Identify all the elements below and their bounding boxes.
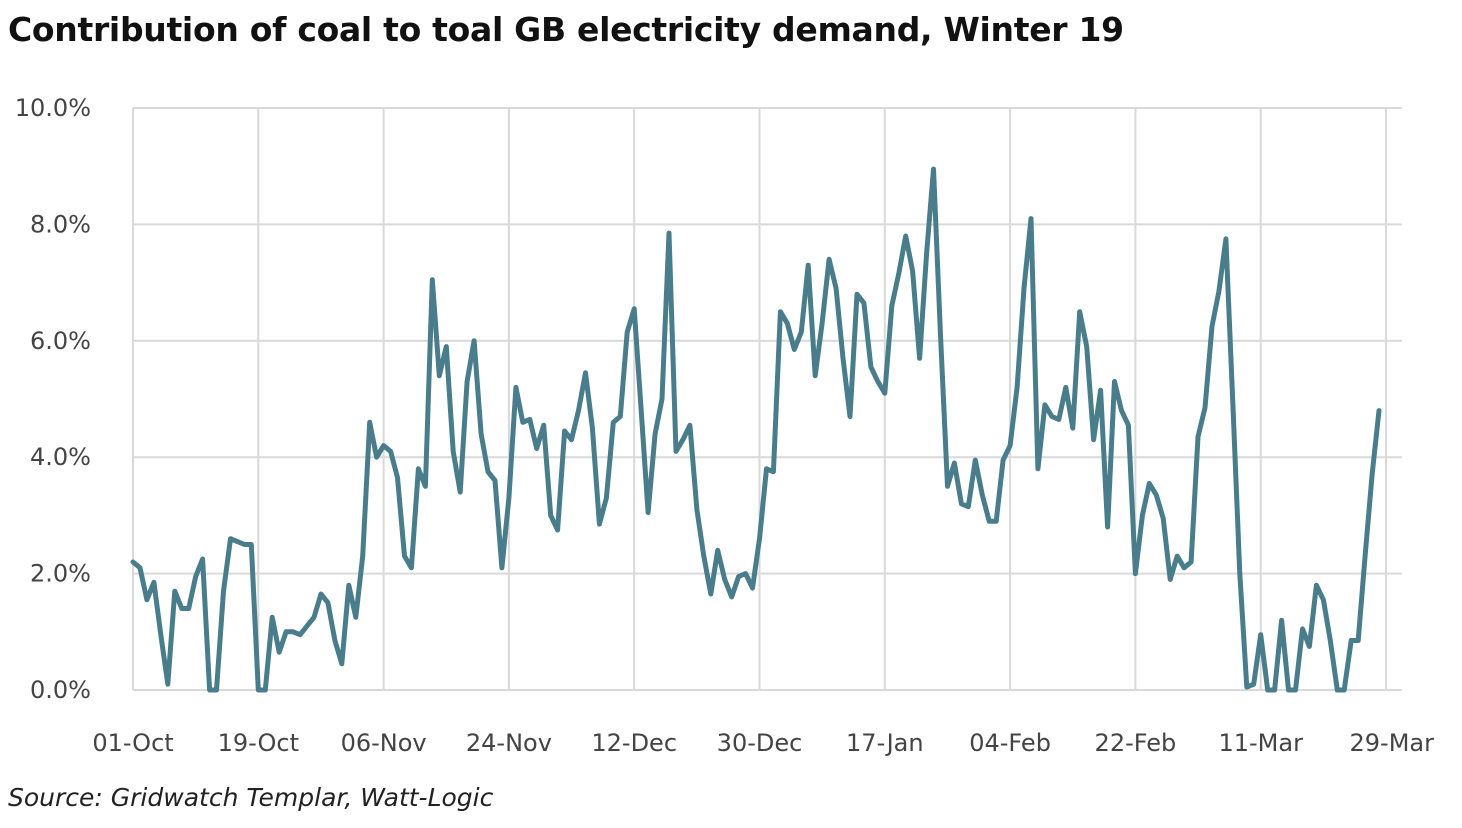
y-tick-label: 0.0% <box>30 676 91 704</box>
x-tick-label: 17-Jan <box>846 729 924 757</box>
x-tick-label: 22-Feb <box>1095 729 1177 757</box>
x-axis-tick-labels: 01-Oct 19-Oct 06-Nov 24-Nov 12-Dec 30-Dec 17-J… <box>92 729 1434 757</box>
x-tick-label: 29-Mar <box>1350 729 1435 757</box>
x-tick-label: 11-Mar <box>1218 729 1303 757</box>
y-axis-tick-labels: 0.0% 2.0% 4.0% 6.0% 8.0% 10.0% <box>15 94 91 704</box>
y-tick-label: 6.0% <box>30 327 91 355</box>
x-tick-label: 06-Nov <box>341 729 427 757</box>
x-tick-label: 30-Dec <box>717 729 803 757</box>
chart-title: Contribution of coal to toal GB electric… <box>8 10 1124 49</box>
x-tick-label: 19-Oct <box>218 729 299 757</box>
x-tick-label: 01-Oct <box>92 729 173 757</box>
y-tick-label: 8.0% <box>30 210 91 238</box>
y-tick-label: 4.0% <box>30 443 91 471</box>
y-tick-label: 2.0% <box>30 560 91 588</box>
source-note: Source: Gridwatch Templar, Watt-Logic <box>8 783 494 812</box>
x-tick-label: 12-Dec <box>591 729 677 757</box>
vertical-gridlines <box>132 108 1387 690</box>
y-tick-label: 10.0% <box>15 94 91 122</box>
horizontal-gridlines <box>133 107 1402 575</box>
x-tick-label: 24-Nov <box>466 729 552 757</box>
x-tick-label: 04-Feb <box>969 729 1051 757</box>
series-line <box>130 166 1382 693</box>
